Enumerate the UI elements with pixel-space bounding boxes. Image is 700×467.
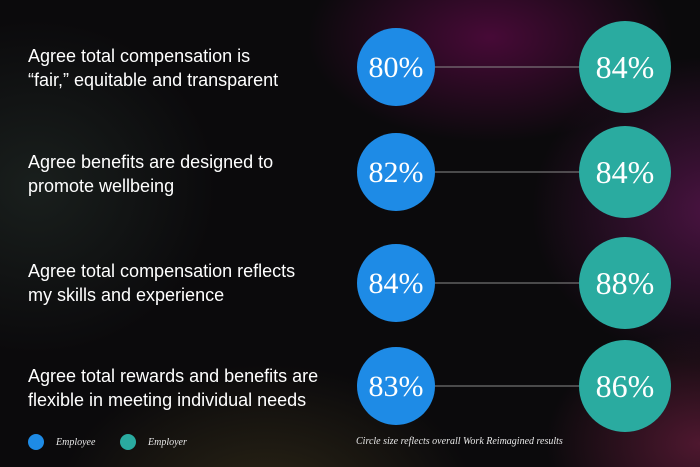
- row-label-3-line-1: Agree total compensation reflects: [28, 261, 296, 281]
- legend-employee-swatch: [28, 434, 44, 450]
- employee-value-label: 83%: [369, 370, 424, 403]
- employer-circle: [579, 126, 671, 218]
- row-label-3: Agree total compensation reflects my ski…: [28, 259, 348, 307]
- row-label-2-line-2: promote wellbeing: [28, 176, 175, 196]
- legend-employer: Employer: [120, 432, 187, 452]
- employer-value-label: 88%: [596, 265, 655, 301]
- employee-value-label: 82%: [369, 156, 424, 189]
- footnote: Circle size reflects overall Work Reimag…: [356, 436, 563, 447]
- row-label-4-line-1: Agree total rewards and benefits are: [28, 366, 319, 386]
- employee-circle: [357, 347, 435, 425]
- row-label-3-line-2: my skills and experience: [28, 285, 225, 305]
- row-label-4-line-2: flexible in meeting individual needs: [28, 390, 307, 410]
- employee-value-label: 80%: [369, 51, 424, 84]
- employer-circle: [579, 340, 671, 432]
- employee-circle: [357, 244, 435, 322]
- legend-employee: Employee: [28, 432, 95, 452]
- employee-value-label: 84%: [369, 267, 424, 300]
- employer-value-label: 84%: [596, 49, 655, 85]
- row-label-2-line-1: Agree benefits are designed to: [28, 152, 274, 172]
- row-label-1-line-2: “fair,” equitable and transparent: [28, 70, 279, 90]
- legend-employer-label: Employer: [148, 436, 187, 448]
- employer-value-label: 84%: [596, 154, 655, 190]
- row-label-1-line-1: Agree total compensation is: [28, 46, 251, 66]
- row-label-1: Agree total compensation is “fair,” equi…: [28, 44, 348, 92]
- row-label-4: Agree total rewards and benefits are fle…: [28, 364, 348, 412]
- legend-employer-swatch: [120, 434, 136, 450]
- employee-circle: [357, 28, 435, 106]
- employer-circle: [579, 237, 671, 329]
- employee-circle: [357, 133, 435, 211]
- legend-employee-label: Employee: [56, 436, 96, 448]
- employer-circle: [579, 21, 671, 113]
- row-label-2: Agree benefits are designed to promote w…: [28, 150, 348, 198]
- employer-value-label: 86%: [596, 368, 655, 404]
